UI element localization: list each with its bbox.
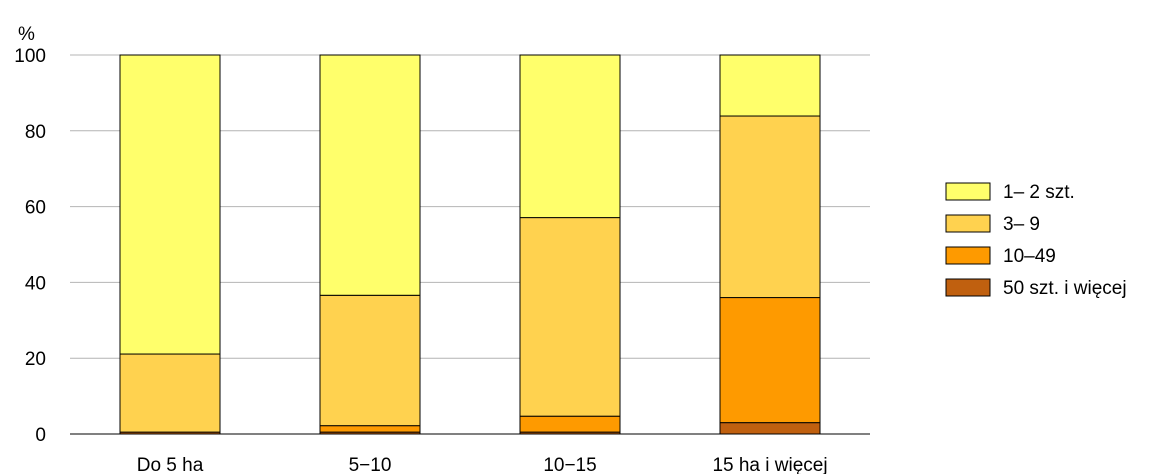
bar-segment: [319, 425, 421, 433]
legend: 1– 2 szt. 3– 9 10–49 50 szt. i więcej: [945, 182, 1127, 299]
legend-label: 3– 9: [1003, 214, 1040, 235]
bar-segment: [319, 54, 421, 296]
x-tick-label: Do 5 ha: [137, 455, 204, 474]
bar-stack: [319, 54, 421, 435]
bar-segment: [119, 353, 221, 433]
bar-stack: [519, 54, 621, 435]
x-tick-label: 10−15: [543, 455, 596, 474]
y-tick-label: 100: [14, 46, 46, 67]
legend-label: 1– 2 szt.: [1003, 182, 1075, 203]
legend-swatch: [945, 246, 991, 265]
bar-segment: [319, 294, 421, 427]
legend-label: 50 szt. i więcej: [1003, 278, 1127, 299]
x-tick-label: 15 ha i więcej: [712, 455, 827, 474]
y-tick-label: 60: [25, 198, 46, 219]
bar-segment: [519, 415, 621, 433]
legend-swatch: [945, 182, 991, 201]
y-axis-unit-label: %: [18, 24, 35, 45]
bar-stack: [719, 54, 821, 435]
bars: [119, 54, 821, 435]
bar-segment: [519, 217, 621, 417]
y-axis-ticks: 0 20 40 60 80 100: [14, 46, 46, 446]
x-tick-label: 5−10: [349, 455, 392, 474]
legend-item: 10–49: [945, 246, 1056, 267]
bar-segment: [519, 54, 621, 219]
bar-segment: [719, 297, 821, 424]
bar-stack: [119, 54, 221, 435]
bar-segment: [719, 115, 821, 299]
y-tick-label: 80: [25, 122, 46, 143]
legend-item: 1– 2 szt.: [945, 182, 1075, 203]
y-tick-label: 0: [35, 425, 46, 446]
y-tick-label: 20: [25, 349, 46, 370]
legend-item: 50 szt. i więcej: [945, 278, 1127, 299]
bar-segment: [119, 54, 221, 355]
legend-swatch: [945, 214, 991, 233]
legend-swatch: [945, 278, 991, 297]
x-axis-ticks: Do 5 ha 5−10 10−15 15 ha i więcej: [137, 455, 828, 474]
legend-item: 3– 9: [945, 214, 1040, 235]
y-tick-label: 40: [25, 273, 46, 294]
bar-segment: [719, 422, 821, 435]
legend-label: 10–49: [1003, 246, 1056, 267]
bar-segment: [719, 54, 821, 117]
